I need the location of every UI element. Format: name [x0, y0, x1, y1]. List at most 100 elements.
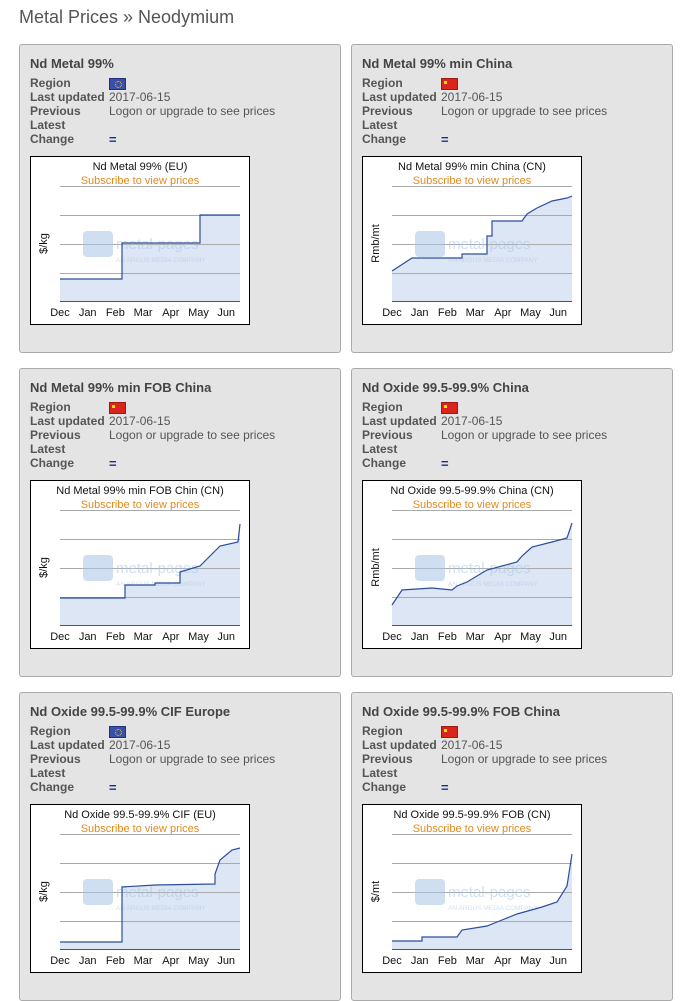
- field-label: Change: [362, 456, 407, 470]
- watermark-logo: [83, 879, 113, 905]
- subscribe-link: Subscribe to view prices: [413, 175, 532, 187]
- subscribe-link: Subscribe to view prices: [413, 823, 532, 835]
- x-tick-label: Apr: [494, 955, 511, 967]
- field-label: Last updated: [30, 414, 105, 428]
- flag-star: [444, 81, 447, 84]
- x-tick-label: Jan: [411, 307, 429, 319]
- card-title: Nd Oxide 99.5-99.9% China: [362, 380, 529, 395]
- x-tick-label: Jun: [549, 307, 567, 319]
- chart-title: Nd Oxide 99.5-99.9% FOB (CN): [393, 809, 550, 821]
- price-line: [392, 853, 573, 942]
- previous-price: Logon or upgrade to see prices: [109, 104, 276, 118]
- watermark-logo: [415, 231, 445, 257]
- last-updated: 2017-06-15: [441, 90, 503, 104]
- last-updated: 2017-06-15: [441, 738, 503, 752]
- field-label: Region: [362, 400, 403, 414]
- price-area: [60, 848, 240, 949]
- field-label: Change: [30, 780, 75, 794]
- watermark-logo: [83, 555, 113, 581]
- field-label: Previous: [30, 752, 81, 766]
- x-tick-label: Jan: [411, 631, 429, 643]
- previous-price: Logon or upgrade to see prices: [441, 752, 608, 766]
- watermark: metal-pages AN ARGUS MEDIA COMPANY: [83, 231, 206, 264]
- y-axis-label: $/mt: [370, 881, 382, 902]
- field-label: Change: [362, 132, 407, 146]
- change-indicator: =: [109, 780, 117, 795]
- price-area: [392, 854, 572, 949]
- field-label: Last updated: [362, 90, 437, 104]
- x-tick-label: Jan: [79, 631, 97, 643]
- x-tick-label: Mar: [134, 631, 153, 643]
- price-chart: Nd Metal 99% min China (CN) Subscribe to …: [362, 156, 582, 325]
- previous-price: Logon or upgrade to see prices: [109, 428, 276, 442]
- field-label: Region: [30, 724, 71, 738]
- field-label: Region: [30, 400, 71, 414]
- price-card: Nd Metal 99% Region Last updated Previous La…: [19, 44, 341, 353]
- field-label: Change: [30, 456, 75, 470]
- price-chart: Nd Oxide 99.5-99.9% CIF (EU) Subscribe to…: [30, 804, 250, 973]
- field-label: Region: [362, 76, 403, 90]
- x-tick-label: Jun: [217, 631, 235, 643]
- watermark: metal-pages AN ARGUS MEDIA COMPANY: [83, 555, 206, 588]
- field-label: Last updated: [30, 90, 105, 104]
- field-label: Latest: [30, 118, 66, 132]
- subscribe-link: Subscribe to view prices: [413, 499, 532, 511]
- field-label: Previous: [30, 428, 81, 442]
- watermark-tagline: AN ARGUS MEDIA COMPANY: [448, 257, 538, 264]
- last-updated: 2017-06-15: [441, 414, 503, 428]
- field-label: Last updated: [362, 738, 437, 752]
- page: Metal Prices » Neodymium (() => { const …: [19, 7, 673, 1001]
- x-tick-label: Feb: [106, 631, 125, 643]
- field-label: Region: [30, 76, 71, 90]
- change-indicator: =: [109, 132, 117, 147]
- region-flag: [441, 726, 458, 738]
- x-tick-label: Apr: [162, 631, 179, 643]
- change-indicator: =: [441, 780, 449, 795]
- card-title: Nd Oxide 99.5-99.9% CIF Europe: [30, 704, 231, 719]
- last-updated: 2017-06-15: [109, 738, 171, 752]
- card-title: Nd Oxide 99.5-99.9% FOB China: [362, 704, 560, 719]
- watermark-logo: [415, 555, 445, 581]
- field-label: Previous: [362, 752, 413, 766]
- field-label: Latest: [362, 766, 398, 780]
- x-tick-label: May: [520, 307, 541, 319]
- x-tick-label: May: [188, 307, 209, 319]
- region-flag: [441, 402, 458, 414]
- field-label: Latest: [362, 118, 398, 132]
- x-tick-label: Feb: [438, 307, 457, 319]
- previous-price: Logon or upgrade to see prices: [441, 104, 608, 118]
- x-tick-label: May: [520, 955, 541, 967]
- x-tick-label: Jan: [79, 955, 97, 967]
- y-axis-label: $/kg: [38, 881, 50, 902]
- region-flag: [109, 78, 126, 90]
- price-chart: Nd Oxide 99.5-99.9% China (CN) Subscribe …: [362, 480, 582, 649]
- previous-price: Logon or upgrade to see prices: [109, 752, 276, 766]
- subscribe-link: Subscribe to view prices: [81, 499, 200, 511]
- card-title: Nd Metal 99% min FOB China: [30, 380, 212, 395]
- watermark-tagline: AN ARGUS MEDIA COMPANY: [116, 905, 206, 912]
- field-label: Previous: [30, 104, 81, 118]
- flag-star: [444, 405, 447, 408]
- flag-star: [444, 729, 447, 732]
- watermark-logo: [83, 231, 113, 257]
- card-title: Nd Metal 99%: [30, 56, 114, 71]
- price-card: Nd Metal 99% min FOB China Region Last upd…: [19, 368, 341, 677]
- price-chart: Nd Metal 99% min FOB Chin (CN) Subscribe …: [30, 480, 250, 649]
- subscribe-link: Subscribe to view prices: [81, 823, 200, 835]
- y-axis-label: $/kg: [38, 233, 50, 254]
- x-tick-label: Dec: [382, 955, 402, 967]
- watermark-logo: [415, 879, 445, 905]
- field-label: Latest: [30, 766, 66, 780]
- region-flag: [109, 726, 126, 738]
- x-tick-label: May: [520, 631, 541, 643]
- x-tick-label: Jun: [217, 307, 235, 319]
- watermark-brand: metal-pages: [448, 560, 531, 577]
- change-indicator: =: [441, 456, 449, 471]
- chart-title: Nd Oxide 99.5-99.9% CIF (EU): [64, 809, 216, 821]
- x-tick-label: Mar: [134, 307, 153, 319]
- flag-star: [115, 81, 122, 88]
- price-chart: Nd Oxide 99.5-99.9% FOB (CN) Subscribe to…: [362, 804, 582, 973]
- x-tick-label: Dec: [382, 307, 402, 319]
- x-tick-label: Feb: [106, 955, 125, 967]
- field-label: Change: [362, 780, 407, 794]
